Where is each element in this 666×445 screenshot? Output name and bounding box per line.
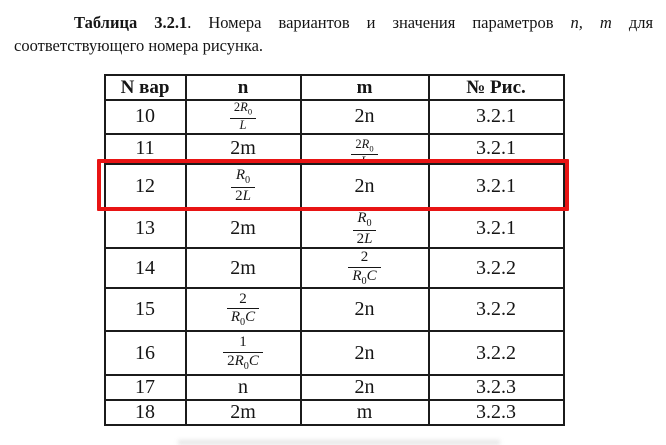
cell-figure: 3.2.3	[427, 399, 565, 427]
fraction-denominator: L	[239, 117, 247, 132]
table-header-row: N вар n m № Рис.	[103, 74, 565, 101]
table-body: 102R0L2n3.2.1112m2R0L3.2.112R02L2n3.2.11…	[103, 99, 565, 427]
cell-n: 2m	[184, 247, 302, 290]
fraction-denominator: R0C	[352, 267, 377, 287]
cell-m: 2n	[299, 287, 430, 333]
cell-n: 2R0 L	[184, 99, 302, 135]
cell-n: 2m	[184, 132, 302, 165]
caption-text-end: для	[628, 13, 654, 32]
variants-table-wrap: N вар n m № Рис. 102R0L2n3.2.1112m2R0L3.…	[96, 74, 569, 427]
table-caption: Таблица 3.2.1. Номера вариантов и значен…	[0, 0, 666, 57]
table-row: 15 2 R0C 2n 3.2.2	[103, 287, 565, 333]
cell-figure: 3.2.1	[427, 99, 565, 135]
cell-figure: 3.2.1	[427, 162, 565, 210]
fraction-numerator: 2R0	[351, 138, 378, 156]
cell-variant: 15	[103, 287, 187, 333]
cell-figure: 3.2.2	[427, 247, 565, 290]
table-row: 17 n 2n 3.2.3	[103, 374, 565, 402]
cell-figure: 3.2.1	[427, 132, 565, 165]
fraction-denominator: 2L	[356, 230, 373, 247]
fraction-numerator: R0	[231, 167, 255, 189]
cell-variant: 14	[103, 247, 187, 290]
header-n: n	[184, 74, 302, 101]
cell-m: 2 R0C	[299, 247, 430, 290]
cell-variant: 11	[103, 132, 187, 165]
cell-n: 1 2R0C	[184, 330, 302, 377]
caption-params: n, m	[570, 13, 612, 32]
table-row: 10 2R0 L 2n 3.2.1	[103, 99, 565, 135]
fraction-numerator: R0	[352, 211, 377, 231]
cell-n: 2 R0C	[184, 287, 302, 333]
caption-table-number: Таблица 3.2.1	[74, 13, 188, 32]
variants-table: N вар n m № Рис. 102R0L2n3.2.1112m2R0L3.…	[103, 74, 565, 427]
fraction-denominator: L	[357, 155, 372, 161]
fraction-denominator: R0C	[230, 309, 256, 329]
caption-text: . Номера вариантов и значения параметров	[187, 13, 554, 32]
math-fraction: 2 R0C	[226, 291, 260, 329]
cell-m: 2n	[299, 99, 430, 135]
cell-m: R0 2L	[299, 207, 430, 250]
cell-m: 2n	[299, 162, 430, 210]
cell-figure: 3.2.3	[427, 374, 565, 402]
fraction-numerator: 2	[348, 250, 381, 268]
cell-n: n	[184, 374, 302, 402]
cell-m: m	[299, 399, 430, 427]
header-figure: № Рис.	[427, 74, 565, 101]
cell-m: 2n	[299, 374, 430, 402]
cell-variant: 13	[103, 207, 187, 250]
math-fraction: 2 R0C	[348, 250, 381, 287]
caption-line-2: соответствующего номера рисунка.	[14, 36, 264, 55]
math-fraction: R0 2L	[352, 211, 377, 247]
cell-variant: 12	[103, 162, 187, 210]
cell-n: 2m	[184, 399, 302, 427]
table-row: 13 2m R0 2L 3.2.1	[103, 207, 565, 250]
cell-figure: 3.2.2	[427, 330, 565, 377]
table-row: 12 R0 2L 2n 3.2.1	[103, 162, 565, 210]
page-artifact	[178, 440, 500, 445]
fraction-denominator: 2L	[235, 188, 251, 205]
cell-variant: 18	[103, 399, 187, 427]
table-row: 18 2m m 3.2.3	[103, 399, 565, 427]
cell-figure: 3.2.1	[427, 207, 565, 250]
header-m: m	[299, 74, 430, 101]
header-variant: N вар	[103, 74, 187, 101]
cell-variant: 17	[103, 374, 187, 402]
fraction-numerator: 2	[226, 291, 260, 310]
cell-variant: 10	[103, 99, 187, 135]
fraction-numerator: 1	[223, 334, 263, 353]
table-row: 14 2m 2 R0C 3.2.2	[103, 247, 565, 290]
table-row: 16 1 2R0C 2n 3.2.2	[103, 330, 565, 377]
cell-m: 2n	[299, 330, 430, 377]
fraction-numerator: 2R0	[229, 102, 257, 119]
fraction-denominator: 2R0C	[227, 352, 259, 372]
cell-n: R0 2L	[184, 162, 302, 210]
cell-n: 2m	[184, 207, 302, 250]
cell-variant: 16	[103, 330, 187, 377]
caption-line-1: Таблица 3.2.1. Номера вариантов и значен…	[14, 11, 653, 34]
cell-figure: 3.2.2	[427, 287, 565, 333]
math-fraction: R0 2L	[231, 167, 255, 205]
math-fraction: 1 2R0C	[223, 334, 263, 372]
